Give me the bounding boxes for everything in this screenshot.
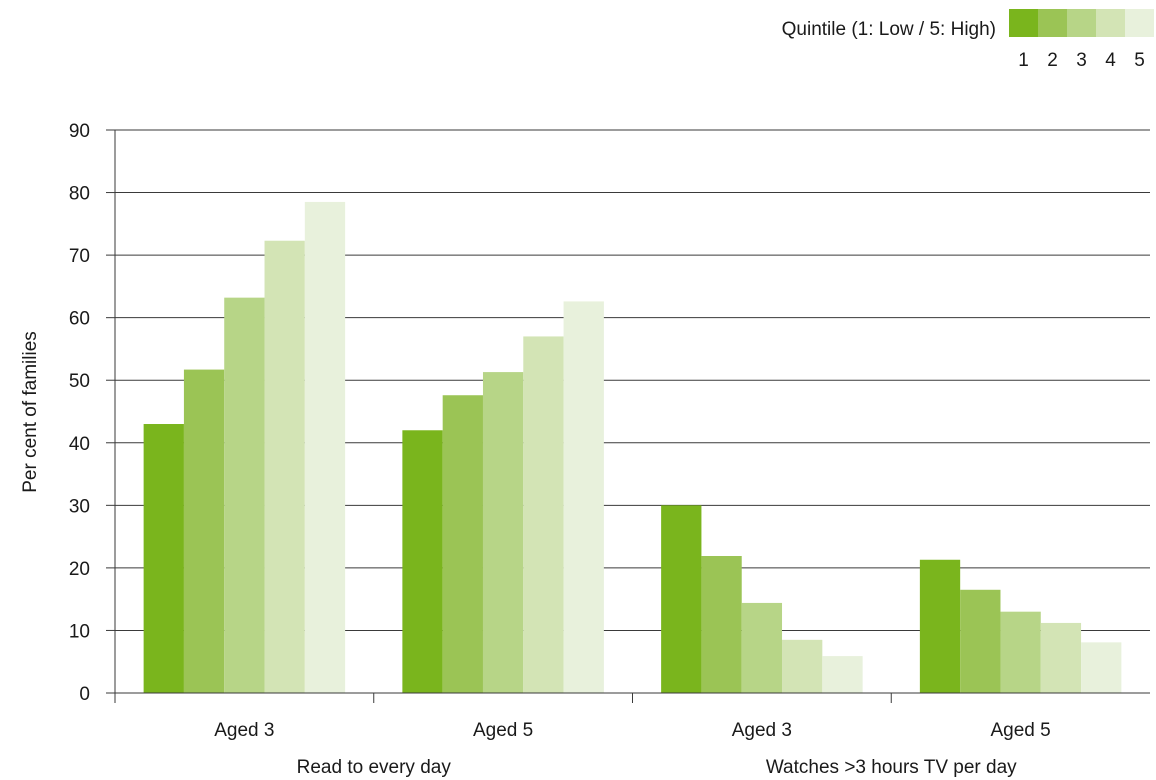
bar-3-4 [1000,611,1041,693]
bar-4-3 [782,639,823,693]
bar-1-4 [919,559,961,693]
legend-title: Quintile (1: Low / 5: High) [781,19,996,40]
bar-1-2 [402,430,443,693]
axes [106,129,1150,703]
y-tick-label: 0 [79,684,90,705]
bar-5-2 [563,301,604,693]
legend-swatch-5 [1125,9,1154,37]
bar-2-2 [442,395,483,693]
legend-swatch-2 [1038,9,1067,37]
bar-1-3 [661,505,702,693]
legend-label-1: 1 [1018,50,1029,71]
legend-swatch-3 [1067,9,1096,37]
legend-swatches [1009,9,1154,37]
bar-2-3 [701,556,742,693]
x-category-label: Aged 5 [473,720,533,741]
y-tick-label: 10 [69,621,90,642]
bar-3-3 [741,602,783,693]
y-tick-label: 30 [69,496,90,517]
bar-3-1 [224,297,265,693]
bar-5-3 [822,656,863,693]
x-category-label: Aged 3 [214,720,274,741]
axis-labels: 0 10 20 30 40 50 60 70 80 90 Aged 3 Aged 5 Aged 3 Age… [69,121,1051,778]
legend-label-5: 5 [1134,50,1145,71]
y-tick-label: 20 [69,559,90,580]
bar-1-1 [143,424,184,693]
bars [143,201,1122,693]
y-tick-label: 80 [69,184,90,205]
x-group-label: Watches >3 hours TV per day [766,757,1017,778]
y-tick-label: 70 [69,246,90,267]
bar-3-2 [482,372,524,693]
y-tick-label: 40 [69,434,90,455]
legend-label-3: 3 [1076,50,1087,71]
bar-5-4 [1081,642,1122,693]
y-tick-label: 90 [69,121,90,142]
legend-label-2: 2 [1047,50,1058,71]
y-axis-label: Per cent of families [20,331,41,493]
legend-swatch-4 [1096,9,1125,37]
bar-2-4 [960,589,1001,693]
y-tick-label: 50 [69,371,90,392]
y-tick-label: 60 [69,309,90,330]
bar-4-4 [1040,622,1082,693]
bar-2-1 [183,369,225,693]
x-group-label: Read to every day [297,757,452,778]
bar-4-1 [264,240,305,693]
legend-swatch-1 [1009,9,1038,37]
x-category-label: Aged 5 [991,720,1051,741]
legend-numbers: 1 2 3 4 5 [1009,50,1154,72]
bar-4-2 [523,336,564,693]
bar-5-1 [304,201,346,693]
legend-label-4: 4 [1105,50,1116,71]
x-category-label: Aged 3 [732,720,792,741]
